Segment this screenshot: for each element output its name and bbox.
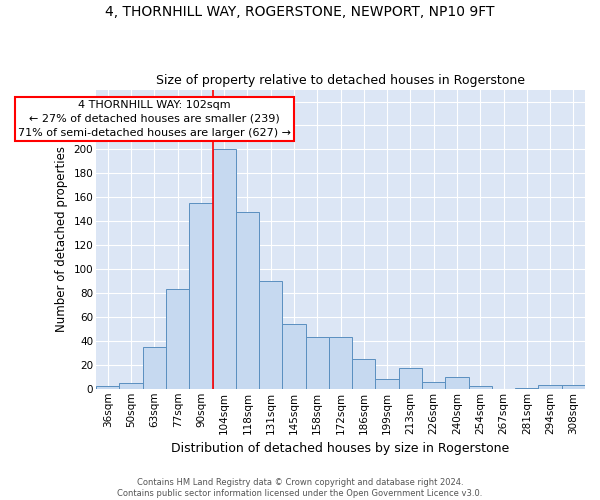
Bar bbox=[445, 377, 469, 389]
Bar bbox=[562, 385, 585, 389]
Text: Contains HM Land Registry data © Crown copyright and database right 2024.
Contai: Contains HM Land Registry data © Crown c… bbox=[118, 478, 482, 498]
Title: Size of property relative to detached houses in Rogerstone: Size of property relative to detached ho… bbox=[156, 74, 525, 87]
Bar bbox=[376, 379, 399, 389]
Bar bbox=[515, 388, 538, 389]
Bar bbox=[399, 368, 422, 389]
Y-axis label: Number of detached properties: Number of detached properties bbox=[55, 146, 68, 332]
Bar bbox=[143, 347, 166, 389]
Bar bbox=[96, 386, 119, 389]
Bar bbox=[259, 281, 283, 389]
Text: 4, THORNHILL WAY, ROGERSTONE, NEWPORT, NP10 9FT: 4, THORNHILL WAY, ROGERSTONE, NEWPORT, N… bbox=[105, 5, 495, 19]
Bar bbox=[422, 382, 445, 389]
Bar bbox=[305, 338, 329, 389]
Bar bbox=[283, 324, 305, 389]
Bar bbox=[212, 150, 236, 389]
Bar bbox=[166, 290, 189, 389]
Bar bbox=[189, 204, 212, 389]
Bar bbox=[538, 385, 562, 389]
Bar bbox=[236, 212, 259, 389]
X-axis label: Distribution of detached houses by size in Rogerstone: Distribution of detached houses by size … bbox=[172, 442, 509, 455]
Bar bbox=[119, 383, 143, 389]
Bar bbox=[469, 386, 492, 389]
Bar bbox=[329, 338, 352, 389]
Bar bbox=[352, 359, 376, 389]
Text: 4 THORNHILL WAY: 102sqm
← 27% of detached houses are smaller (239)
71% of semi-d: 4 THORNHILL WAY: 102sqm ← 27% of detache… bbox=[18, 100, 291, 138]
